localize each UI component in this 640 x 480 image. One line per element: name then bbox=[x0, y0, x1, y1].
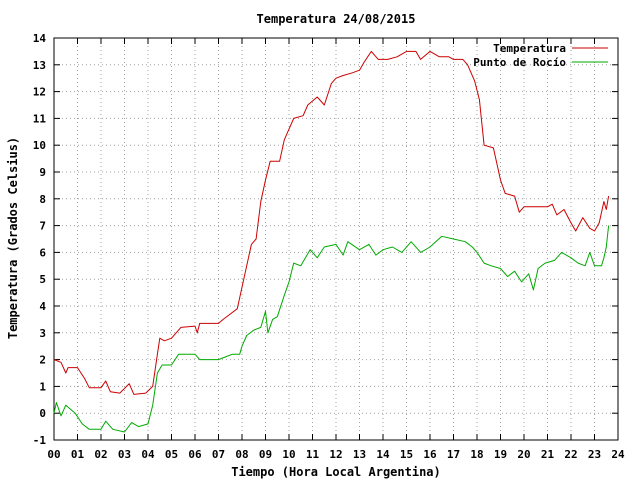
x-tick-label: 03 bbox=[118, 448, 131, 461]
y-tick-label: 14 bbox=[33, 32, 47, 45]
y-tick-label: 3 bbox=[39, 327, 46, 340]
y-tick-label: 11 bbox=[33, 112, 47, 125]
y-tick-label: 6 bbox=[39, 246, 46, 259]
x-tick-label: 16 bbox=[423, 448, 437, 461]
x-tick-label: 18 bbox=[470, 448, 483, 461]
x-axis: 00 01 02 03 04 05 06 07 08 09 10 11 12 13 14 15 16 17 18 19… bbox=[47, 38, 625, 461]
x-tick-label: 24 bbox=[611, 448, 625, 461]
y-tick-label: -1 bbox=[33, 434, 47, 447]
series-line-0 bbox=[53, 50, 610, 395]
x-tick-label: 14 bbox=[376, 448, 390, 461]
series-layer bbox=[53, 50, 610, 433]
x-tick-label: 21 bbox=[541, 448, 555, 461]
y-tick-label: 1 bbox=[39, 380, 46, 393]
y-tick-label: 0 bbox=[39, 407, 46, 420]
x-tick-label: 11 bbox=[306, 448, 320, 461]
y-tick-label: 12 bbox=[33, 86, 46, 99]
series-line-1 bbox=[53, 225, 610, 433]
x-tick-label: 10 bbox=[282, 448, 295, 461]
y-tick-label: 4 bbox=[39, 300, 46, 313]
legend-label: Temperatura bbox=[493, 42, 566, 55]
y-axis-label: Temperatura (Grados Celsius) bbox=[6, 137, 20, 339]
x-tick-label: 08 bbox=[235, 448, 248, 461]
y-tick-label: 10 bbox=[33, 139, 46, 152]
y-tick-label: 8 bbox=[39, 193, 46, 206]
x-axis-label: Tiempo (Hora Local Argentina) bbox=[231, 465, 441, 479]
x-tick-label: 00 bbox=[47, 448, 60, 461]
x-tick-label: 06 bbox=[188, 448, 202, 461]
chart-title: Temperatura 24/08/2015 bbox=[257, 12, 416, 26]
y-tick-label: 2 bbox=[39, 354, 46, 367]
x-tick-label: 05 bbox=[165, 448, 178, 461]
x-tick-label: 01 bbox=[71, 448, 85, 461]
x-tick-label: 13 bbox=[353, 448, 366, 461]
x-tick-label: 09 bbox=[259, 448, 272, 461]
x-tick-label: 20 bbox=[517, 448, 530, 461]
x-tick-label: 17 bbox=[447, 448, 460, 461]
y-tick-label: 13 bbox=[33, 59, 46, 72]
x-tick-label: 12 bbox=[329, 448, 342, 461]
legend-label: Punto de Rocío bbox=[473, 56, 566, 69]
x-tick-label: 04 bbox=[141, 448, 155, 461]
x-tick-label: 15 bbox=[400, 448, 413, 461]
y-tick-label: 7 bbox=[39, 220, 46, 233]
x-tick-label: 19 bbox=[494, 448, 507, 461]
y-tick-label: 9 bbox=[39, 166, 46, 179]
x-tick-label: 07 bbox=[212, 448, 225, 461]
y-tick-label: 5 bbox=[39, 273, 46, 286]
x-tick-label: 22 bbox=[564, 448, 577, 461]
x-tick-label: 02 bbox=[94, 448, 107, 461]
x-tick-label: 23 bbox=[588, 448, 601, 461]
